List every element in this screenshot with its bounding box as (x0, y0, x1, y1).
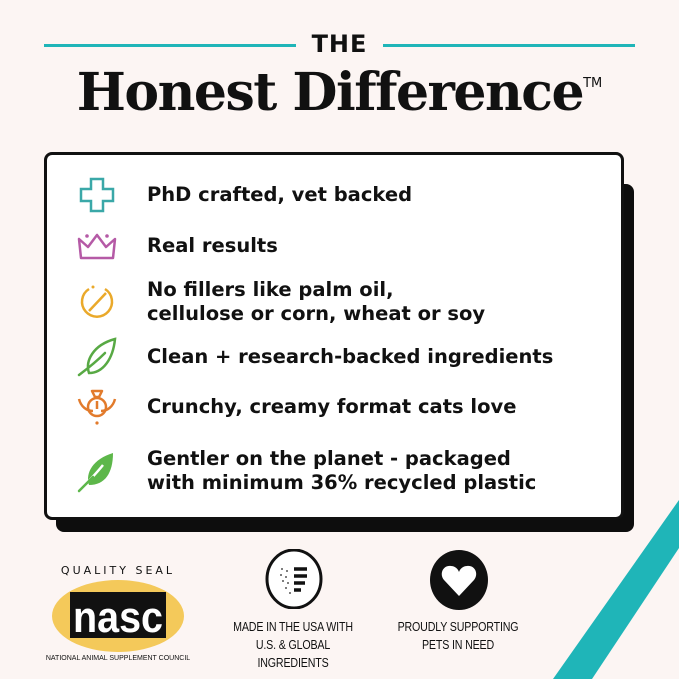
prohibited-icon (80, 285, 114, 318)
feature-item: Real results (47, 224, 621, 268)
eyebrow: THE (311, 30, 368, 58)
header-rule-left (44, 44, 296, 47)
feature-item: Clean + research-backed ingredients (47, 335, 621, 379)
feature-item: Crunchy, creamy format cats love (47, 385, 621, 429)
supporting-pets-label: PROUDLY SUPPORTING PETS IN NEED (397, 619, 519, 652)
cat-face-icon (77, 389, 117, 425)
svg-text:NATIONAL ANIMAL SUPPLEMENT COU: NATIONAL ANIMAL SUPPLEMENT COUNCIL (46, 655, 190, 662)
header-rule-right (383, 44, 635, 47)
svg-text:nasc: nasc (73, 593, 163, 642)
crown-icon (77, 233, 117, 260)
features-card: PhD crafted, vet backed Real results No … (44, 152, 624, 520)
leaf-solid-icon (77, 453, 113, 493)
feature-item: No fillers like palm oil, cellulose or co… (47, 278, 621, 326)
page-title: Honest DifferenceTM (76, 62, 603, 123)
medical-cross-icon (79, 177, 115, 213)
leaf-outline-icon (77, 337, 117, 377)
feature-item: Gentler on the planet - packaged with min… (47, 447, 621, 495)
made-in-usa-label: MADE IN THE USA WITH U.S. & GLOBAL INGRED… (233, 619, 353, 670)
usa-flag-heart-icon (265, 549, 323, 609)
nasc-quality-seal-logo: QUALITY SEAL nasc NATIONAL ANIMAL SUPPLE… (46, 564, 190, 662)
feature-item: PhD crafted, vet backed (47, 173, 621, 217)
svg-text:QUALITY SEAL: QUALITY SEAL (61, 564, 175, 577)
heart-icon (430, 550, 488, 610)
